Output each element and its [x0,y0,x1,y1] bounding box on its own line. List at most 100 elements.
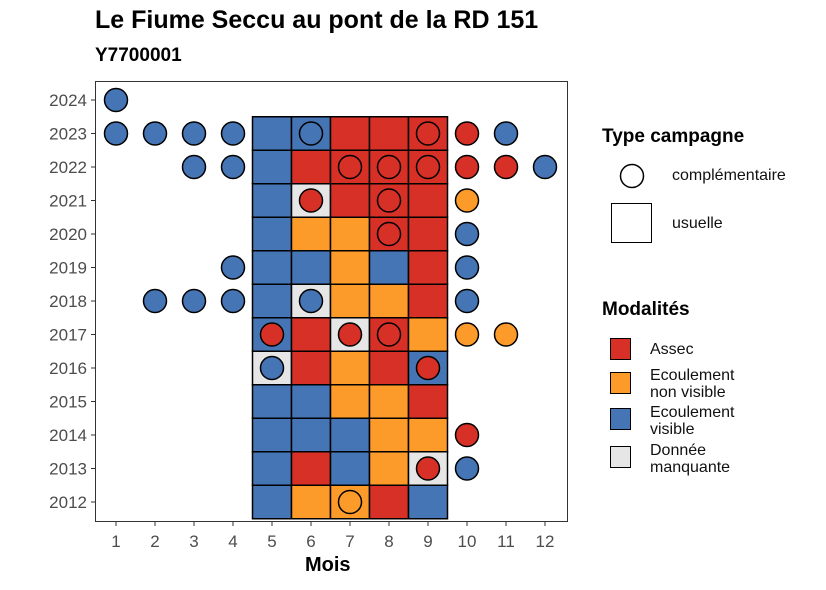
tile-2013-m7-ecoulement-visible [329,451,371,486]
y-tick-label-2014: 2014 [49,426,87,445]
tile-2020-m7-ecoulement-non-visible [329,216,371,252]
tile-2018-m7-ecoulement-non-visible [329,283,371,319]
legend-label-ecoulement-visible: Ecoulement visible [650,404,735,438]
legend-key-assec [610,338,631,360]
point-2022-m4-ecoulement-visible [220,154,246,180]
tile-2015-m6-ecoulement-visible [290,384,332,419]
x-tick-label-9: 9 [423,532,432,551]
point-2022-m3-ecoulement-visible [181,154,207,180]
legend-type-title: Type campagne [602,126,745,147]
legend-key-donnee-manquante [610,446,631,468]
tile-2017-m6-assec [290,317,332,352]
point-2018-m10-ecoulement-visible [454,288,480,314]
tile-2013-m8-ecoulement-non-visible [368,451,410,486]
point-2023-m3-ecoulement-visible [181,121,207,146]
tile-2014-m7-ecoulement-visible [329,417,371,453]
x-tick-label-5: 5 [267,532,276,551]
point-2022-m9-assec [415,154,441,180]
point-2022-m10-assec [454,154,480,180]
point-2018-m3-ecoulement-visible [181,288,207,314]
point-2023-m9-assec [415,121,441,146]
point-2023-m6-ecoulement-visible [298,121,324,146]
tile-2019-m8-ecoulement-visible [368,250,410,285]
tile-2021-m5-ecoulement-visible [251,183,293,218]
tile-2012-m6-ecoulement-non-visible [290,484,332,520]
tile-2014-m6-ecoulement-visible [290,417,332,453]
x-tick-label-1: 1 [111,532,120,551]
legend-label-donnee-manquante: Donnée manquante [650,442,731,476]
point-2014-m10-assec [454,422,480,448]
tile-2016-m7-ecoulement-non-visible [329,350,371,386]
tile-2023-m8-assec [368,116,410,151]
x-tick-label-8: 8 [384,532,393,551]
point-2022-m11-assec [493,154,519,180]
tile-2023-m7-assec [329,116,371,151]
x-axis-label: Mois [305,554,351,576]
x-tick-label-4: 4 [228,532,237,551]
tile-2014-m9-ecoulement-non-visible [407,417,449,453]
point-2023-m4-ecoulement-visible [220,121,246,146]
point-2012-m7-ecoulement-non-visible [337,489,363,515]
point-2019-m4-ecoulement-visible [220,255,246,280]
tile-2015-m5-ecoulement-visible [251,384,293,419]
point-2024-m1-ecoulement-visible [103,87,129,113]
y-tick-label-2018: 2018 [49,292,87,311]
tile-2013-m5-ecoulement-visible [251,451,293,486]
legend-label-ecoulement-non-visible: Ecoulement non visible [650,367,735,401]
point-2022-m12-ecoulement-visible [532,154,558,180]
tile-2014-m8-ecoulement-non-visible [368,417,410,453]
point-2023-m11-ecoulement-visible [493,121,519,146]
tile-2015-m9-assec [407,384,449,419]
tile-2018-m5-ecoulement-visible [251,283,293,319]
point-2018-m4-ecoulement-visible [220,288,246,314]
legend-key-ecoulement-visible [610,408,631,430]
x-tick-label-10: 10 [458,532,477,551]
y-tick-label-2022: 2022 [49,158,87,177]
point-2017-m11-ecoulement-non-visible [493,322,519,347]
x-tick-label-11: 11 [497,532,515,551]
tile-2019-m7-ecoulement-non-visible [329,250,371,285]
x-tick-label-12: 12 [536,532,555,551]
y-tick-label-2015: 2015 [49,393,87,412]
tile-2013-m6-assec [290,451,332,486]
tile-2018-m9-assec [407,283,449,319]
tile-2022-m5-ecoulement-visible [251,149,293,185]
point-2017-m5-assec [259,322,285,347]
point-2016-m5-ecoulement-visible [259,355,285,381]
point-2017-m7-assec [337,322,363,347]
y-tick-label-2023: 2023 [49,125,87,144]
point-2013-m9-assec [415,456,441,481]
tile-2012-m5-ecoulement-visible [251,484,293,520]
point-2023-m10-assec [454,121,480,146]
y-tick-label-2012: 2012 [49,493,87,512]
legend-key-ecoulement-non-visible [610,372,631,394]
y-tick-label-2019: 2019 [49,259,87,278]
tile-2019-m9-assec [407,250,449,285]
y-tick-label-2013: 2013 [49,460,87,479]
x-tick-label-6: 6 [306,532,315,551]
point-2022-m8-assec [376,154,402,180]
tile-2016-m6-assec [290,350,332,386]
point-2018-m6-ecoulement-visible [298,288,324,314]
point-2018-m2-ecoulement-visible [142,288,168,314]
y-tick-label-2016: 2016 [49,359,87,378]
point-2020-m10-ecoulement-visible [454,221,480,247]
tile-2020-m6-ecoulement-non-visible [290,216,332,252]
tile-2015-m7-ecoulement-non-visible [329,384,371,419]
x-tick-label-3: 3 [189,532,198,551]
tile-2012-m8-assec [368,484,410,520]
point-2017-m10-ecoulement-non-visible [454,322,480,347]
legend-type-usuelle: usuelle [672,215,723,232]
point-2016-m9-assec [415,355,441,381]
legend-square-key [611,203,652,243]
y-tick-label-2017: 2017 [49,326,87,345]
tile-2022-m6-assec [290,149,332,185]
point-2021-m10-ecoulement-non-visible [454,188,480,213]
chart-subtitle: Y7700001 [95,45,182,66]
x-tick-label-7: 7 [345,532,354,551]
point-2013-m10-ecoulement-visible [454,456,480,481]
tile-2016-m8-assec [368,350,410,386]
y-tick-label-2021: 2021 [49,192,87,211]
tile-2023-m5-ecoulement-visible [251,116,293,151]
